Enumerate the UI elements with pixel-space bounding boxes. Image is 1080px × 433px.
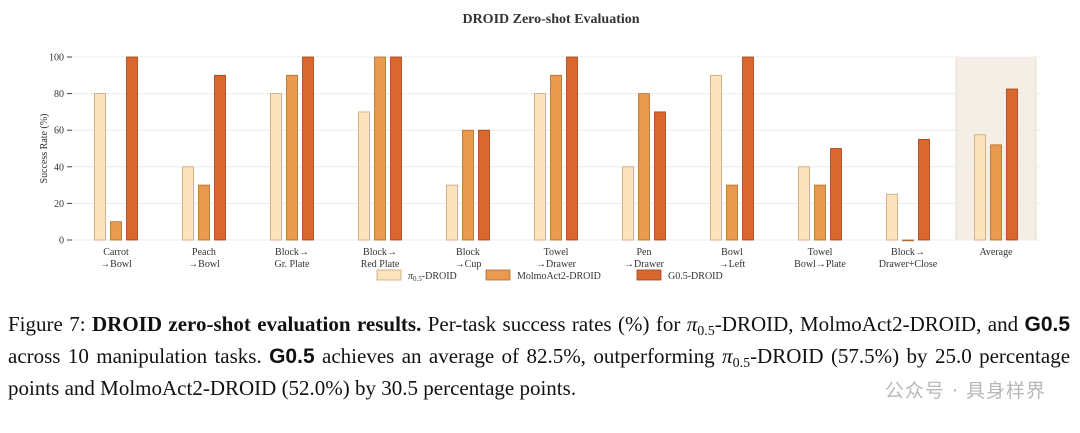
legend-swatch [376,269,402,281]
bar-g0-5-droid [478,129,490,241]
pi-symbol: π [686,312,698,336]
bar--0-5-droid [710,74,722,241]
x-tick-label: Drawer+Close [879,259,938,270]
bar-g0-5-droid [390,56,402,241]
bar-molmoact2-droid [990,144,1002,241]
x-tick-label: Red Plate [361,259,400,270]
figure-label: Figure 7: [8,312,86,336]
bar-molmoact2-droid [286,74,298,241]
y-tick-label: 80 [54,89,64,100]
bar-molmoact2-droid [814,184,826,241]
bar--0-5-droid [182,166,194,241]
bar-g0-5-droid [1006,88,1018,241]
x-tick-label: Bowl [721,247,743,258]
x-tick-label: Block→ [275,247,309,258]
x-tick-label: Block [456,247,480,258]
legend-label: G0.5-DROID [668,271,723,282]
bar-g0-5-droid [654,111,666,241]
x-tick-label: Carrot [103,247,129,258]
bar-g0-5-droid [214,74,226,241]
legend-swatch [636,269,662,281]
x-tick-label: Block→ [891,247,925,258]
bar-g0-5-droid [566,56,578,241]
bar-molmoact2-droid [374,56,386,241]
bar--0-5-droid [358,111,370,241]
bar-molmoact2-droid [638,93,650,241]
g05-name: G0.5 [1024,313,1071,336]
droid-bar-chart: DROID Zero-shot Evaluation 0 20 40 60 80 100 Su… [39,12,1040,283]
bar--0-5-droid [974,134,986,241]
bar--0-5-droid [270,93,282,241]
bar--0-5-droid [622,166,634,241]
y-tick-label: 20 [54,199,64,210]
chart-title: DROID Zero-shot Evaluation [462,12,639,27]
x-tick-label: →Bowl [188,259,220,270]
bar--0-5-droid [534,93,546,241]
bar-g0-5-droid [126,56,138,241]
bar-g0-5-droid [830,148,842,241]
x-tick-label: Peach [192,247,216,258]
figure-caption: Figure 7: DROID zero-shot evaluation res… [8,312,1071,400]
x-tick-label: →Cup [455,259,482,270]
bar-molmoact2-droid [198,184,210,241]
bar--0-5-droid [446,184,458,241]
watermark: 公众号 · 具身样界 [884,380,1046,402]
bar-molmoact2-droid [550,74,562,241]
bar-molmoact2-droid [462,129,474,241]
y-tick-label: 60 [54,126,64,137]
x-tick-label: Bowl→Plate [794,259,846,270]
bar-molmoact2-droid [726,184,738,241]
x-tick-label: Towel [808,247,833,258]
bar--0-5-droid [798,166,810,241]
g05-name: G0.5 [269,345,315,368]
bar-molmoact2-droid [110,221,122,241]
bar-g0-5-droid [302,56,314,241]
y-tick-label: 40 [54,162,64,173]
bar-molmoact2-droid [902,239,914,242]
x-tick-label: Towel [544,247,569,258]
pi-symbol: π [722,344,733,368]
x-tick-label: →Drawer [624,259,665,270]
y-axis-label: Success Rate (%) [39,114,50,184]
legend-label: π0.5-DROID [408,271,457,283]
bar--0-5-droid [886,193,898,241]
caption-title: DROID zero-shot evaluation results. [91,312,422,336]
bar-g0-5-droid [742,56,754,241]
legend-swatch [485,269,511,281]
y-tick-label: 100 [49,53,64,64]
x-tick-label: →Drawer [536,259,577,270]
legend-label: MolmoAct2-DROID [517,271,601,282]
x-tick-label: →Left [719,259,746,270]
x-tick-label: →Bowl [100,259,132,270]
x-tick-label: Gr. Plate [275,259,311,270]
x-tick-label: Average [979,247,1013,258]
bar--0-5-droid [94,93,106,241]
x-tick-label: Block→ [363,247,397,258]
x-tick-label: Pen [637,247,652,258]
bar-g0-5-droid [918,138,930,241]
y-tick-label: 0 [59,236,64,247]
